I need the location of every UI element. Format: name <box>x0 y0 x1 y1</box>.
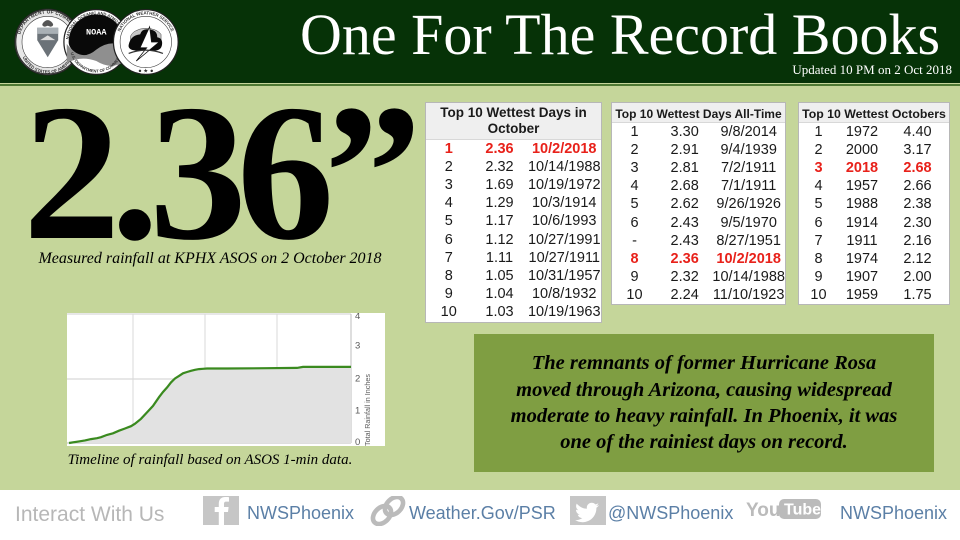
svg-text:NOAA: NOAA <box>86 27 107 37</box>
svg-text:Total Rainfall in Inches: Total Rainfall in Inches <box>363 374 372 446</box>
svg-text:2: 2 <box>355 374 360 385</box>
svg-text:3: 3 <box>355 341 360 352</box>
svg-text:Tube: Tube <box>784 502 821 519</box>
svg-text:0: 0 <box>355 437 360 446</box>
svg-text:You: You <box>746 500 780 521</box>
svg-text:1: 1 <box>355 406 360 417</box>
svg-text:4: 4 <box>355 313 360 322</box>
